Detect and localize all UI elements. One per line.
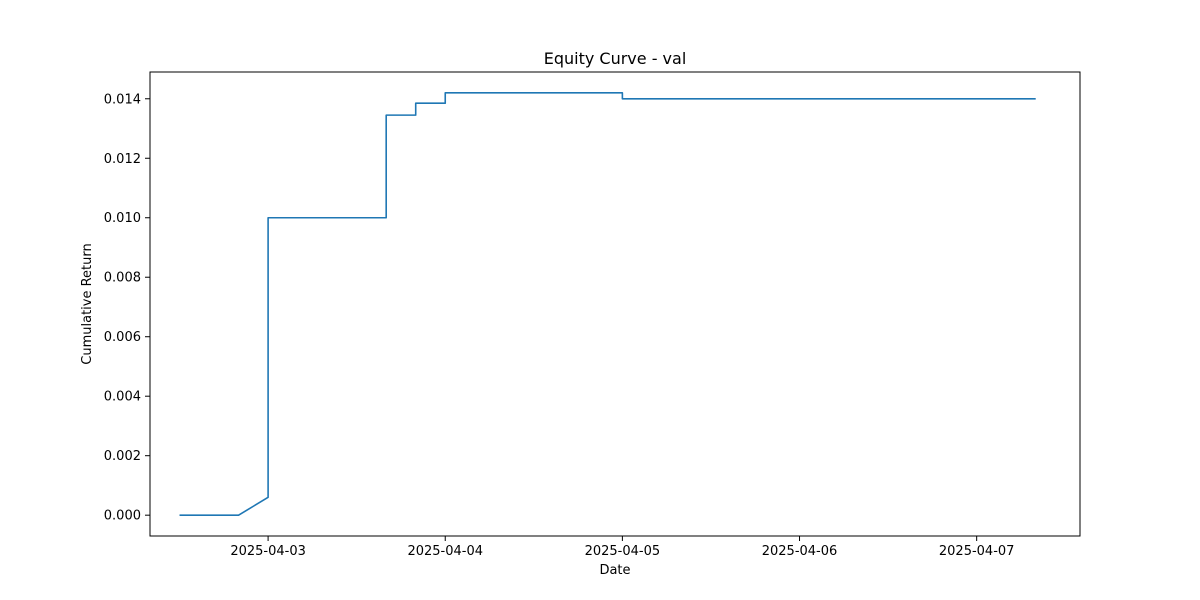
y-tick-label: 0.006 (104, 330, 141, 345)
x-tick-label: 2025-04-06 (762, 544, 838, 559)
series-line-0 (179, 92, 1036, 516)
axes-frame (149, 71, 1081, 537)
y-tick-label: 0.000 (104, 509, 141, 524)
y-tick-label: 0.010 (104, 211, 141, 226)
x-axis-label: Date (599, 563, 630, 578)
y-tick-label: 0.014 (104, 92, 141, 107)
y-axis-ticks: 0.000 0.002 0.004 0.006 0.008 0.010 0.012 0.014 (104, 92, 150, 524)
x-tick-label: 2025-04-05 (585, 544, 661, 559)
y-tick-label: 0.002 (104, 449, 141, 464)
x-tick-label: 2025-04-04 (407, 544, 483, 559)
y-tick-label: 0.004 (104, 390, 141, 405)
y-axis-label: Cumulative Return (80, 243, 95, 364)
x-tick-label: 2025-04-03 (230, 544, 306, 559)
chart-title: Equity Curve - val (544, 49, 687, 68)
plot-area (179, 92, 1036, 516)
x-tick-label: 2025-04-07 (939, 544, 1015, 559)
y-tick-label: 0.012 (104, 152, 141, 167)
x-axis-ticks: 2025-04-03 2025-04-04 2025-04-05 2025-04-06… (230, 536, 1014, 559)
y-tick-label: 0.008 (104, 271, 141, 286)
